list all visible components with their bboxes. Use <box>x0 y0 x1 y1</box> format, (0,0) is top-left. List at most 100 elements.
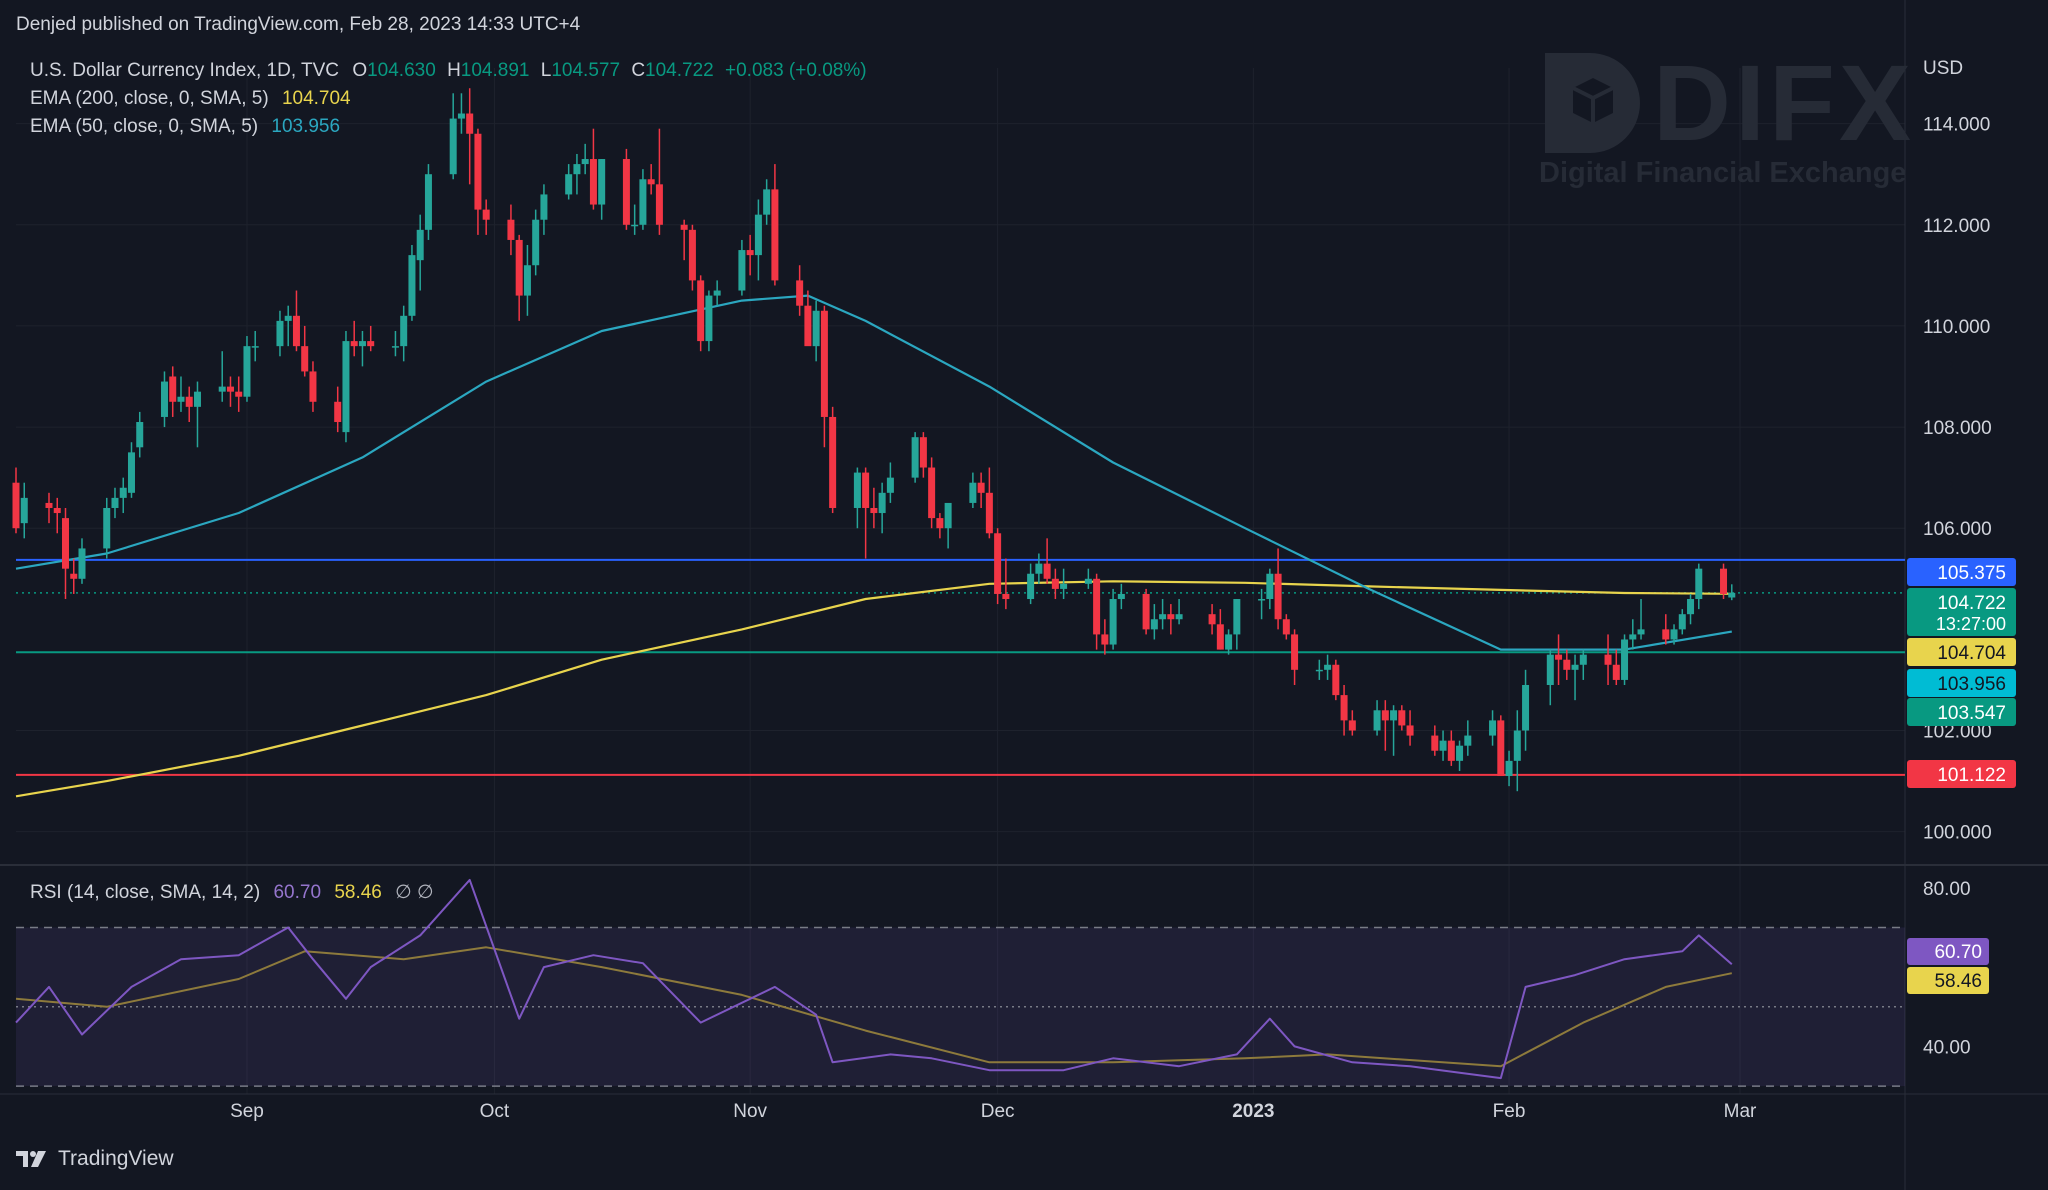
candle-body[interactable] <box>1291 634 1299 670</box>
candle-body[interactable] <box>127 452 135 493</box>
candle-body[interactable] <box>812 310 820 347</box>
rsi-line[interactable] <box>15 878 1733 1080</box>
candle-body[interactable] <box>969 482 977 503</box>
candle-body[interactable] <box>1522 684 1530 731</box>
candle-body[interactable] <box>829 416 837 508</box>
price-axis-label[interactable] <box>1907 669 2016 697</box>
candle-body[interactable] <box>1505 760 1513 777</box>
candle-body[interactable] <box>804 305 812 347</box>
candle-body[interactable] <box>1497 720 1505 777</box>
candle-body[interactable] <box>936 518 944 529</box>
candle-body[interactable] <box>218 386 226 392</box>
candle-body[interactable] <box>1381 710 1389 721</box>
candle-body[interactable] <box>1150 619 1158 630</box>
candle-body[interactable] <box>763 189 771 215</box>
candle-body[interactable] <box>1324 664 1332 670</box>
candle-body[interactable] <box>1621 639 1629 680</box>
ema200-line[interactable] <box>15 580 1732 798</box>
candle-body[interactable] <box>631 224 639 227</box>
candle-body[interactable] <box>400 315 408 347</box>
candle-body[interactable] <box>1571 664 1579 670</box>
candle-body[interactable] <box>482 209 490 220</box>
candle-body[interactable] <box>45 502 53 508</box>
candle-body[interactable] <box>507 219 515 240</box>
candle-body[interactable] <box>1687 599 1695 615</box>
candle-body[interactable] <box>1167 614 1175 620</box>
candle-body[interactable] <box>169 376 177 402</box>
candle-body[interactable] <box>713 290 721 296</box>
candle-body[interactable] <box>515 239 523 296</box>
candle-body[interactable] <box>111 497 119 508</box>
candle-body[interactable] <box>655 184 663 225</box>
candle-body[interactable] <box>284 315 292 321</box>
rsi-axis-label[interactable] <box>1907 938 1989 965</box>
candle-body[interactable] <box>391 346 399 348</box>
candle-body[interactable] <box>1390 710 1398 721</box>
candle-body[interactable] <box>977 482 985 493</box>
candle-body[interactable] <box>119 487 127 498</box>
candle-body[interactable] <box>1513 730 1521 761</box>
candle-body[interactable] <box>408 255 416 316</box>
candle-body[interactable] <box>771 189 779 281</box>
rsi-ma-line[interactable] <box>15 946 1733 1068</box>
candle-body[interactable] <box>1489 720 1497 736</box>
candle-body[interactable] <box>78 548 86 579</box>
candle-body[interactable] <box>581 159 589 165</box>
candle-body[interactable] <box>103 507 111 549</box>
candle-body[interactable] <box>919 437 927 468</box>
ema50-line[interactable] <box>15 294 1732 651</box>
symbol-name[interactable]: U.S. Dollar Currency Index, 1D, TVC <box>30 60 340 81</box>
candle-body[interactable] <box>342 341 350 433</box>
candle-body[interactable] <box>1612 664 1620 680</box>
candle-body[interactable] <box>53 507 61 514</box>
candle-body[interactable] <box>944 502 952 529</box>
candle-body[interactable] <box>1720 568 1728 594</box>
candle-body[interactable] <box>688 229 696 281</box>
candle-body[interactable] <box>1555 654 1563 660</box>
candle-body[interactable] <box>1109 599 1117 645</box>
candle-body[interactable] <box>622 159 630 225</box>
candle-body[interactable] <box>1447 740 1455 761</box>
candle-body[interactable] <box>1439 740 1447 751</box>
candle-body[interactable] <box>1464 735 1472 746</box>
candle-body[interactable] <box>136 422 144 448</box>
candle-body[interactable] <box>424 174 432 230</box>
price-axis-label[interactable] <box>1907 698 2016 726</box>
candle-body[interactable] <box>301 346 309 372</box>
candle-body[interactable] <box>292 315 300 347</box>
candle-body[interactable] <box>1406 725 1414 736</box>
candle-body[interactable] <box>1208 614 1216 625</box>
candle-body[interactable] <box>820 310 828 417</box>
candle-body[interactable] <box>1175 614 1183 620</box>
candle-body[interactable] <box>235 391 243 397</box>
candle-body[interactable] <box>185 396 193 407</box>
candle-body[interactable] <box>1728 592 1736 598</box>
candle-body[interactable] <box>367 341 375 347</box>
candle-body[interactable] <box>540 194 548 220</box>
candle-body[interactable] <box>1670 629 1678 640</box>
candle-body[interactable] <box>796 280 804 306</box>
price-axis-label[interactable] <box>1907 558 2016 586</box>
candle-body[interactable] <box>160 381 168 417</box>
candle-body[interactable] <box>1258 599 1266 601</box>
candle-body[interactable] <box>1456 745 1464 761</box>
candle-body[interactable] <box>985 492 993 534</box>
candle-body[interactable] <box>1332 664 1340 696</box>
candle-body[interactable] <box>647 179 655 185</box>
candle-body[interactable] <box>309 371 317 402</box>
candle-body[interactable] <box>639 179 647 225</box>
candle-body[interactable] <box>1093 578 1101 635</box>
candle-body[interactable] <box>1274 573 1282 620</box>
candle-body[interactable] <box>573 164 581 175</box>
candle-body[interactable] <box>738 250 746 291</box>
candle-body[interactable] <box>70 573 78 579</box>
candle-body[interactable] <box>870 507 878 514</box>
tradingview-brand[interactable]: TradingView <box>16 1147 174 1171</box>
candle-body[interactable] <box>705 295 713 342</box>
candle-body[interactable] <box>994 533 1002 594</box>
candle-body[interactable] <box>1662 629 1670 640</box>
candle-body[interactable] <box>1678 614 1686 630</box>
candle-body[interactable] <box>1695 568 1703 600</box>
candle-body[interactable] <box>1002 593 1010 600</box>
